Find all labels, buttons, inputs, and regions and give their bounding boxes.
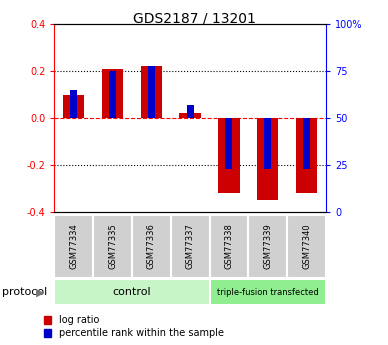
Legend: log ratio, percentile rank within the sample: log ratio, percentile rank within the sa… xyxy=(44,315,224,338)
Bar xyxy=(109,71,116,118)
Text: GSM77337: GSM77337 xyxy=(185,224,195,269)
Bar xyxy=(210,215,248,278)
Text: GSM77336: GSM77336 xyxy=(147,224,156,269)
Bar xyxy=(296,118,317,193)
Bar xyxy=(287,215,326,278)
Text: GSM77334: GSM77334 xyxy=(69,224,78,269)
Bar xyxy=(93,215,132,278)
Bar xyxy=(225,118,232,169)
Bar xyxy=(102,69,123,118)
Bar xyxy=(148,66,155,118)
Bar xyxy=(141,67,162,118)
Bar xyxy=(70,90,77,118)
Text: control: control xyxy=(113,287,151,297)
Bar xyxy=(210,279,326,305)
Bar xyxy=(303,118,310,169)
Text: GDS2187 / 13201: GDS2187 / 13201 xyxy=(133,11,255,25)
Bar xyxy=(187,105,194,118)
Bar xyxy=(257,118,278,200)
Bar xyxy=(54,279,210,305)
Bar xyxy=(171,215,210,278)
Text: GSM77339: GSM77339 xyxy=(263,224,272,269)
Text: ▶: ▶ xyxy=(36,287,44,297)
Bar xyxy=(63,95,85,118)
Text: GSM77340: GSM77340 xyxy=(302,224,311,269)
Text: triple-fusion transfected: triple-fusion transfected xyxy=(217,288,319,297)
Bar xyxy=(218,118,240,193)
Text: GSM77335: GSM77335 xyxy=(108,224,117,269)
Bar xyxy=(248,215,287,278)
Bar xyxy=(264,118,271,169)
Text: GSM77338: GSM77338 xyxy=(224,224,234,269)
Bar xyxy=(180,114,201,118)
Text: protocol: protocol xyxy=(2,287,47,297)
Bar xyxy=(54,215,93,278)
Bar xyxy=(132,215,171,278)
